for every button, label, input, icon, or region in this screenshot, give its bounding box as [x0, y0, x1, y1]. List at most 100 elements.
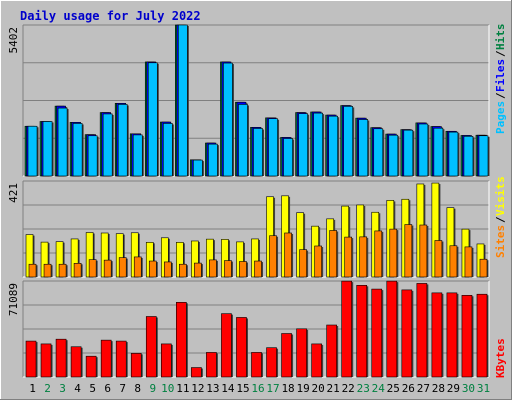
bar-sites-day-6 [103, 259, 112, 278]
x-day-label-7: 7 [119, 382, 126, 395]
x-day-label-9: 9 [149, 382, 156, 395]
panel-kbytes: 71089 [7, 280, 490, 378]
bar-sites-day-18 [284, 232, 292, 278]
bar-pages-day-2 [42, 121, 53, 177]
bar-sites-day-27 [419, 224, 428, 278]
right-label-top-part-3: / [494, 50, 507, 57]
bar-kbytes-day-17 [266, 347, 277, 378]
right-label-top-part-0: Pages [494, 101, 507, 134]
bar-kbytes-day-7 [115, 340, 127, 378]
bar-kbytes-day-22 [341, 280, 353, 378]
bar-sites-day-12 [194, 262, 202, 278]
bar-pages-day-16 [253, 128, 263, 177]
x-day-label-30: 30 [462, 382, 475, 395]
x-day-label-2: 2 [44, 382, 51, 395]
x-day-label-16: 16 [251, 382, 264, 395]
bar-pages-day-10 [162, 123, 173, 177]
bar-kbytes-day-27 [416, 283, 428, 378]
right-label-top-part-4: Hits [494, 24, 507, 51]
bar-sites-day-24 [374, 230, 383, 278]
x-day-label-29: 29 [447, 382, 460, 395]
x-day-label-25: 25 [387, 382, 400, 395]
bar-sites-day-9 [148, 260, 157, 278]
x-day-label-22: 22 [342, 382, 355, 395]
bar-sites-day-28 [434, 240, 443, 278]
panel-visits_sites: 421 [7, 180, 490, 278]
right-label-middle-part-0: Sites [494, 225, 507, 258]
bar-pages-day-14 [223, 62, 233, 177]
bar-kbytes-day-25 [386, 280, 398, 378]
bar-pages-day-7 [117, 104, 128, 177]
bar-pages-day-12 [193, 159, 203, 177]
bar-pages-day-18 [283, 138, 293, 177]
x-day-label-27: 27 [417, 382, 430, 395]
x-day-label-14: 14 [221, 382, 235, 395]
panel-hits_files_pages: 5402 [7, 24, 490, 177]
bar-kbytes-day-24 [371, 288, 383, 378]
bar-pages-day-6 [102, 113, 113, 177]
x-day-label-5: 5 [89, 382, 96, 395]
bar-kbytes-day-15 [236, 317, 247, 378]
right-label-middle-part-1: / [494, 216, 507, 223]
bar-kbytes-day-12 [191, 367, 202, 378]
bar-pages-day-5 [87, 135, 98, 177]
bar-pages-day-19 [298, 113, 308, 177]
bar-pages-day-28 [433, 127, 444, 177]
x-day-label-21: 21 [327, 382, 340, 395]
bar-kbytes-day-5 [85, 355, 97, 378]
bar-kbytes-day-23 [356, 285, 368, 378]
right-label-bottom-part-0: KBytes [494, 338, 507, 378]
x-day-label-23: 23 [357, 382, 370, 395]
bar-pages-day-3 [57, 107, 68, 177]
bar-pages-day-8 [132, 134, 143, 177]
bar-kbytes-day-28 [431, 292, 443, 378]
x-day-label-8: 8 [134, 382, 141, 395]
bar-kbytes-day-2 [40, 343, 52, 378]
bar-pages-day-31 [478, 135, 489, 177]
x-day-label-1: 1 [29, 382, 36, 395]
bar-sites-day-26 [404, 224, 413, 278]
panel-max-label: 71089 [7, 283, 20, 316]
bar-sites-day-7 [118, 257, 127, 278]
bar-pages-day-29 [448, 131, 459, 177]
bar-sites-day-5 [88, 259, 97, 278]
right-label-top-part-1: / [494, 92, 507, 99]
bar-kbytes-day-4 [70, 346, 82, 378]
x-day-label-3: 3 [59, 382, 66, 395]
bar-pages-day-9 [147, 62, 158, 177]
right-label-middle-part-2: Visits [494, 176, 507, 216]
bar-sites-day-8 [133, 256, 142, 278]
chart-panels: 5402 421 71089 [7, 24, 490, 378]
bar-kbytes-day-31 [476, 293, 488, 378]
bar-pages-day-21 [328, 115, 338, 177]
bar-kbytes-day-16 [251, 352, 262, 378]
bar-pages-day-13 [208, 143, 218, 177]
x-day-label-31: 31 [477, 382, 490, 395]
bar-sites-day-23 [359, 236, 368, 278]
bar-sites-day-22 [344, 236, 353, 278]
x-day-label-18: 18 [281, 382, 294, 395]
x-day-label-26: 26 [402, 382, 415, 395]
x-day-label-4: 4 [74, 382, 81, 395]
bar-sites-day-21 [329, 230, 337, 278]
bar-kbytes-day-21 [326, 324, 337, 378]
bar-pages-day-23 [358, 119, 369, 177]
bar-sites-day-30 [464, 246, 473, 278]
bar-pages-day-24 [373, 128, 384, 177]
x-day-label-19: 19 [296, 382, 309, 395]
bar-sites-day-13 [209, 259, 217, 278]
bar-pages-day-17 [268, 118, 278, 177]
bar-pages-day-30 [463, 136, 474, 177]
bar-kbytes-day-18 [281, 333, 292, 378]
bar-sites-day-1 [28, 263, 37, 278]
bar-pages-day-20 [313, 112, 323, 177]
x-day-label-11: 11 [176, 382, 189, 395]
bar-pages-day-15 [238, 104, 248, 177]
bar-kbytes-day-6 [100, 339, 112, 378]
bar-kbytes-day-13 [206, 352, 217, 378]
bar-sites-day-11 [179, 263, 187, 278]
chart-title: Daily usage for July 2022 [20, 9, 201, 23]
panel-max-label: 421 [7, 183, 20, 203]
